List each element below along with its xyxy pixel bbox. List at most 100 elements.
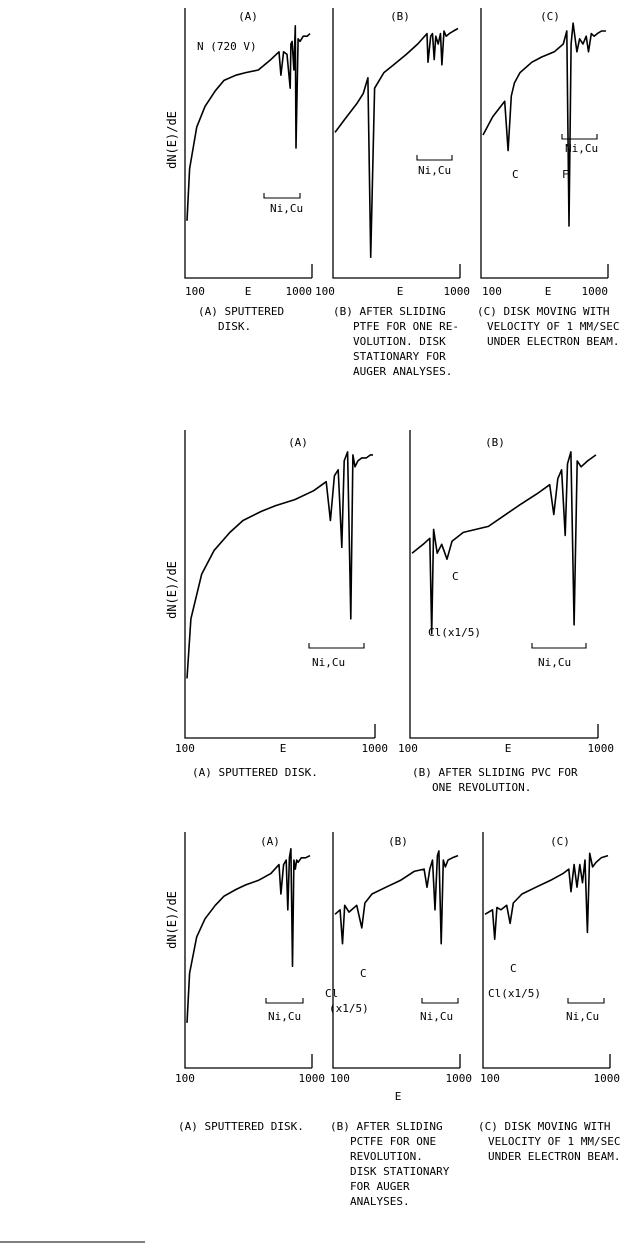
spectrum-line bbox=[334, 850, 459, 945]
x-tick-label: 100 bbox=[330, 1072, 350, 1085]
panel-label: (C) bbox=[540, 10, 560, 23]
axis-frame bbox=[482, 832, 611, 1069]
axis-frame bbox=[480, 8, 609, 279]
range-bracket bbox=[531, 643, 587, 649]
panel-label: (A) bbox=[238, 10, 258, 23]
x-tick-label: 1000 bbox=[299, 1072, 326, 1085]
caption-line: (A) SPUTTERED DISK. bbox=[178, 1120, 304, 1133]
x-tick-label: E bbox=[280, 742, 287, 755]
spectrum-line bbox=[484, 852, 609, 940]
caption-line: (B) AFTER SLIDING bbox=[330, 1120, 443, 1133]
range-bracket bbox=[263, 193, 301, 199]
panel-2: (B) 100 E 1000 Ni,Cu (B) AFTER SLIDING PTFE FO… bbox=[315, 8, 470, 378]
peak-annotation: Cl bbox=[325, 987, 338, 1000]
spectrum-line bbox=[482, 22, 606, 227]
axis-frame bbox=[332, 8, 461, 279]
panel-1: (A) 100 E 1000 N (720 V) Ni,Cu (A) SPUTTERED DI… bbox=[184, 8, 313, 333]
range-bracket bbox=[567, 998, 605, 1004]
panel-2: (B) 100 1000 Ni,Cu C Cl (x1/5) (B) AFTER SLIDIN… bbox=[325, 832, 472, 1208]
caption-line: UNDER ELECTRON BEAM. bbox=[487, 335, 619, 348]
caption-line: VOLUTION. DISK bbox=[353, 335, 446, 348]
spectrum-line bbox=[186, 848, 311, 1023]
x-tick-label: 100 bbox=[175, 1072, 195, 1085]
caption-line: (A) SPUTTERED DISK. bbox=[192, 766, 318, 779]
peak-annotation: Cl(x1/5) bbox=[488, 987, 541, 1000]
x-tick-label: 100 bbox=[175, 742, 195, 755]
panel-1: (A) 100 E 1000 Ni,Cu (A) SPUTTERED DISK. bbox=[175, 430, 388, 779]
panel-3: (C) 100 1000 Ni,Cu C Cl(x1/5) (C) DISK MOVING … bbox=[478, 832, 620, 1163]
x-tick-label: 1000 bbox=[582, 285, 609, 298]
panel-2: (B) 100 E 1000 Ni,Cu C Cl(x1/5) (B) AFTER SLIDI… bbox=[398, 430, 614, 794]
caption-line: ONE REVOLUTION. bbox=[432, 781, 531, 794]
x-tick-label: 100 bbox=[315, 285, 335, 298]
caption-line: AUGER ANALYSES. bbox=[353, 365, 452, 378]
x-tick-label: 1000 bbox=[362, 742, 389, 755]
spectrum-line bbox=[334, 27, 459, 258]
range-bracket bbox=[308, 643, 365, 649]
peak-annotation: Ni,Cu bbox=[270, 202, 303, 215]
caption-line: ANALYSES. bbox=[350, 1195, 410, 1208]
caption-line: (B) AFTER SLIDING bbox=[333, 305, 446, 318]
peak-annotation: Ni,Cu bbox=[312, 656, 345, 669]
x-tick-label: 100 bbox=[482, 285, 502, 298]
x-tick-label: 100 bbox=[398, 742, 418, 755]
x-tick-label: 1000 bbox=[594, 1072, 621, 1085]
x-tick-label: E bbox=[505, 742, 512, 755]
x-tick-label: 1000 bbox=[446, 1072, 473, 1085]
figure-2: dN(E)/dE (A) 100 E 1000 Ni,Cu (A) SPUTTERED DI… bbox=[165, 430, 614, 794]
x-axis-label: E bbox=[395, 1090, 402, 1103]
peak-annotation: Ni,Cu bbox=[418, 164, 451, 177]
panel-label: (B) bbox=[388, 835, 408, 848]
range-bracket bbox=[421, 998, 459, 1004]
panel-label: (B) bbox=[485, 436, 505, 449]
peak-annotation: C bbox=[512, 168, 519, 181]
y-axis-label: dN(E)/dE bbox=[165, 561, 179, 619]
x-tick-label: E bbox=[397, 285, 404, 298]
axis-frame bbox=[184, 8, 313, 279]
peak-annotation: Ni,Cu bbox=[268, 1010, 301, 1023]
caption-line: FOR AUGER bbox=[350, 1180, 410, 1193]
peak-annotation: (x1/5) bbox=[329, 1002, 369, 1015]
caption-line: PCTFE FOR ONE bbox=[350, 1135, 436, 1148]
panel-label: (A) bbox=[288, 436, 308, 449]
caption-line: (B) AFTER SLIDING PVC FOR bbox=[412, 766, 578, 779]
spectrum-line bbox=[186, 451, 373, 679]
peak-annotation: C bbox=[510, 962, 517, 975]
figure-3: dN(E)/dE E (A) 100 1000 Ni,Cu (A) SPUTTERED DI… bbox=[165, 832, 620, 1208]
x-tick-label: 100 bbox=[480, 1072, 500, 1085]
caption-line: (C) DISK MOVING WITH bbox=[478, 1120, 610, 1133]
caption-line: (C) DISK MOVING WITH bbox=[477, 305, 609, 318]
x-tick-label: 100 bbox=[185, 285, 205, 298]
caption-line: VELOCITY OF 1 MM/SEC bbox=[488, 1135, 620, 1148]
x-tick-label: 1000 bbox=[588, 742, 615, 755]
peak-annotation: F bbox=[562, 168, 569, 181]
range-bracket bbox=[561, 134, 598, 140]
peak-annotation: C bbox=[360, 967, 367, 980]
x-tick-label: 1000 bbox=[444, 285, 471, 298]
axis-frame bbox=[332, 832, 461, 1069]
peak-annotation: N (720 V) bbox=[197, 40, 257, 53]
caption-line: (A) SPUTTERED bbox=[198, 305, 284, 318]
caption-line: STATIONARY FOR bbox=[353, 350, 446, 363]
panel-label: (C) bbox=[550, 835, 570, 848]
x-tick-label: 1000 bbox=[286, 285, 313, 298]
x-tick-label: E bbox=[545, 285, 552, 298]
peak-annotation: Ni,Cu bbox=[538, 656, 571, 669]
spectrum-line bbox=[411, 451, 597, 635]
peak-annotation: C bbox=[452, 570, 459, 583]
y-axis-label: dN(E)/dE bbox=[165, 891, 179, 949]
panel-1: (A) 100 1000 Ni,Cu (A) SPUTTERED DISK. bbox=[175, 832, 325, 1133]
panel-3: (C) 100 E 1000 Ni,Cu C F (C) DISK MOVING WITH VE… bbox=[477, 8, 619, 348]
y-axis-label: dN(E)/dE bbox=[165, 111, 179, 169]
axis-frame bbox=[409, 430, 599, 739]
caption-line: REVOLUTION. bbox=[350, 1150, 423, 1163]
range-bracket bbox=[416, 155, 453, 161]
range-bracket bbox=[265, 998, 304, 1004]
panel-label: (B) bbox=[390, 10, 410, 23]
x-tick-label: E bbox=[245, 285, 252, 298]
caption-line: UNDER ELECTRON BEAM. bbox=[488, 1150, 620, 1163]
caption-line: PTFE FOR ONE RE- bbox=[353, 320, 459, 333]
peak-annotation: Cl(x1/5) bbox=[428, 626, 481, 639]
axis-frame bbox=[184, 430, 376, 739]
